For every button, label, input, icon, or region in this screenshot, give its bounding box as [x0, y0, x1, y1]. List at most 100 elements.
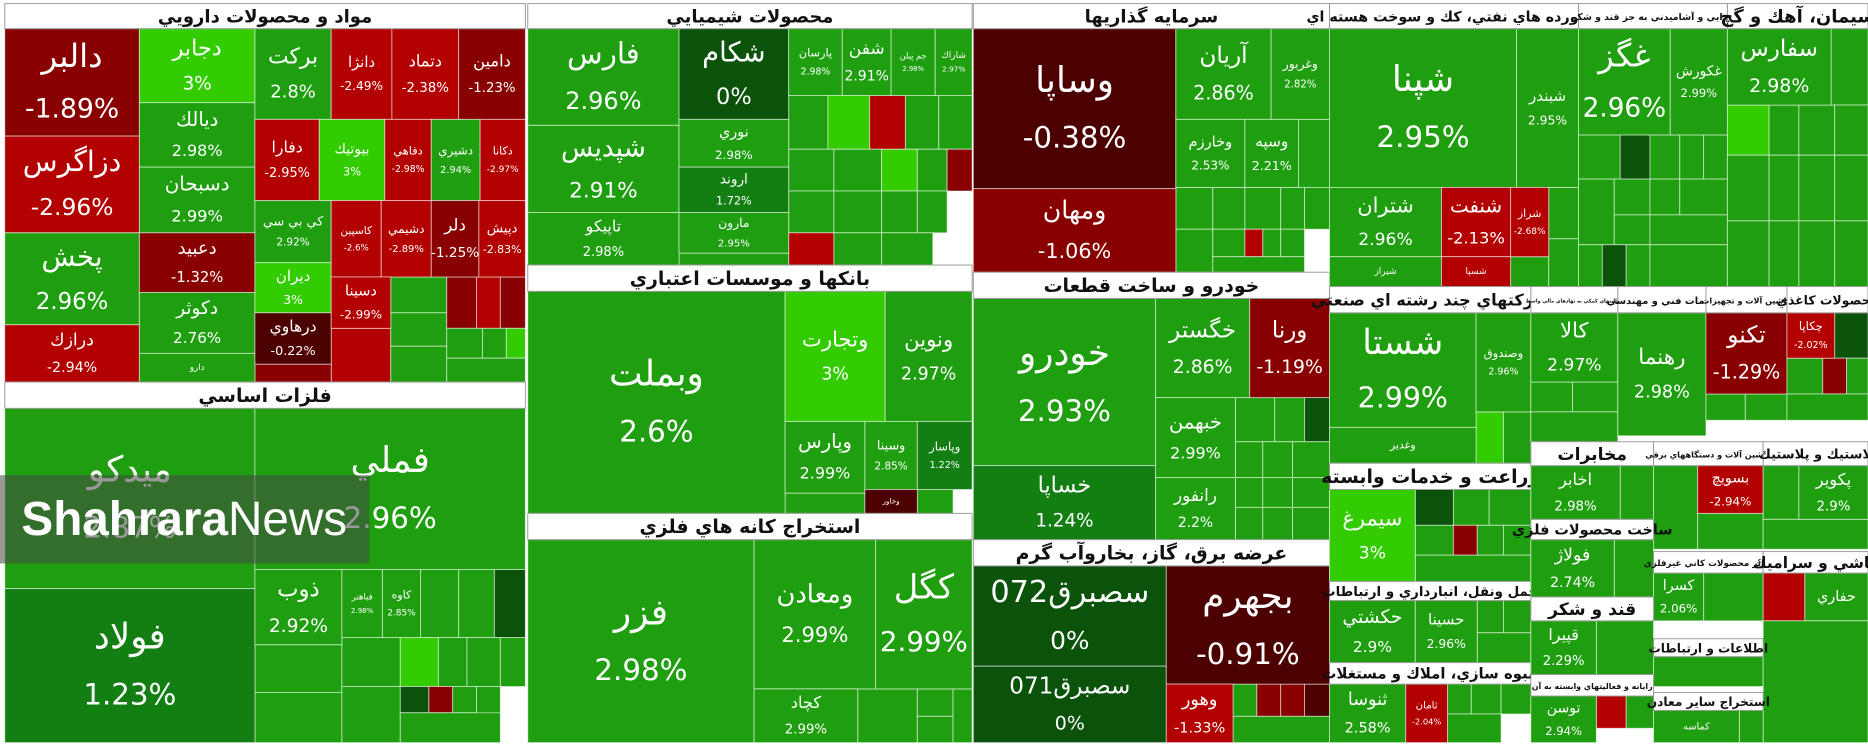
stock-change: 1.23%: [83, 678, 176, 712]
stock-tile: [1762, 465, 1800, 520]
stock-change: 2.86%: [1173, 357, 1233, 378]
stock-change: 2.74%: [1550, 575, 1595, 591]
stock-tile: [318, 118, 386, 202]
stock-tile: [1516, 28, 1579, 188]
stock-tile: [1762, 572, 1806, 622]
stock-tile: [1155, 298, 1251, 399]
sector-header: [1329, 462, 1532, 490]
stock-name: ثنوسا: [1348, 690, 1388, 710]
stock-change: 2.95%: [718, 238, 750, 249]
stock-tile: [1232, 715, 1330, 744]
tiles: دالبر -1.89% دزاگرس -2.96% پخش 2.96% درازك -2.9…: [4, 3, 1868, 744]
stock-name: وساپا: [1035, 60, 1114, 101]
stock-name: مارون: [718, 216, 749, 231]
stock-tile: [890, 28, 936, 96]
stock-change: 2.98%: [1749, 75, 1809, 97]
stock-change: 2.9%: [1353, 638, 1392, 656]
stock-change: -2.94%: [1709, 494, 1751, 508]
stock-change: 2.8%: [270, 82, 316, 103]
stock-name: وپارس: [798, 430, 852, 453]
stock-tile: [1530, 695, 1597, 744]
sector-title: ساير محصولات كاني غيرفلزي: [1644, 559, 1773, 569]
stock-tile: [1649, 178, 1681, 216]
sector-header: [1578, 3, 1728, 30]
stock-tile: [381, 569, 422, 639]
stock-name: كماسه: [1683, 721, 1710, 732]
stock-tile: [1601, 244, 1627, 288]
stock-name: دعبيد: [178, 238, 217, 259]
stock-tile: [788, 28, 843, 96]
stock-name: توسن: [1547, 701, 1581, 717]
stock-change: 2.97%: [942, 65, 965, 74]
stock-name: دسبحان: [165, 173, 230, 196]
stock-tile: [1697, 512, 1764, 550]
stock-tile: [1414, 524, 1454, 556]
stock-tile: [904, 95, 940, 150]
sector-header: [4, 3, 526, 30]
stock-change: -0.38%: [1023, 121, 1127, 155]
stock-tile: [1292, 506, 1330, 541]
stock-tile: [1256, 683, 1282, 717]
stock-tile: [482, 327, 507, 359]
stock-tile: [446, 357, 526, 383]
stock-change: 2.98%: [351, 606, 374, 615]
stock-name: سصبرق071: [1009, 674, 1130, 700]
stock-tile: [399, 712, 501, 744]
stock-tile: [1653, 656, 1764, 687]
stock-tile: [1822, 357, 1848, 395]
stock-tile: [864, 420, 918, 490]
stock-tile: [1705, 312, 1788, 395]
stock-tile: [1280, 228, 1305, 258]
stock-tile: [1726, 104, 1770, 156]
stock-tile: [527, 539, 755, 744]
stock-tile: [753, 539, 877, 690]
stock-tile: [1262, 441, 1294, 479]
stock-name: جم پيلن: [900, 50, 927, 60]
stock-tile: [1613, 214, 1651, 246]
sector-title: محصولات شيميايي: [666, 6, 833, 27]
stock-name: دفاهي: [393, 143, 422, 157]
stock-tile: [1304, 397, 1330, 443]
stock-change: 0%: [1050, 626, 1089, 655]
stock-tile: [1768, 220, 1800, 288]
sector-title: لاستيك و پلاستيك: [1759, 447, 1868, 462]
stock-name: كسرا: [1663, 578, 1695, 594]
stock-change: -1.89%: [25, 94, 119, 125]
stock-tile: [4, 135, 140, 234]
stock-change: -1.29%: [1713, 361, 1780, 384]
stock-tile: [1726, 220, 1770, 288]
stock-tile: [875, 539, 973, 690]
stock-tile: [841, 28, 892, 96]
stock-name: پخش: [42, 240, 103, 273]
sector-header: [1762, 441, 1868, 467]
stock-tile: [1786, 357, 1824, 395]
stock-name: ذوب: [277, 576, 320, 602]
stock-tile: [476, 686, 501, 717]
stock-tile: [390, 345, 448, 383]
stock-tile: [1530, 411, 1619, 443]
stock-tile: [380, 200, 432, 278]
stock-tile: [1834, 154, 1868, 222]
stock-tile: [1212, 186, 1246, 230]
stock-name: سيمرغ: [1342, 507, 1402, 531]
watermark: ShahraraNews: [0, 475, 370, 564]
stock-tile: [1329, 256, 1442, 288]
stock-tile: [788, 232, 835, 266]
stock-tile: [1476, 600, 1504, 634]
stock-tile: [753, 688, 859, 744]
stock-tile: [254, 312, 332, 365]
stock-change: 2.98%: [172, 141, 223, 160]
sector-title: خودرو و ساخت قطعات: [1044, 275, 1260, 297]
stock-tile: [1304, 683, 1330, 717]
stock-name: تكنو: [1726, 321, 1765, 348]
stock-name: وسينا: [877, 438, 905, 453]
stock-name: ديالك: [176, 108, 218, 131]
stock-change: 3%: [821, 364, 849, 384]
stock-change: -1.25%: [431, 245, 479, 261]
stock-tile: [1244, 118, 1300, 188]
sector-title: فعاليتهاي كمكي به نهادهاي مالي واسط: [1526, 298, 1623, 304]
stock-change: -2.38%: [402, 81, 449, 96]
stock-change: 2.94%: [440, 165, 471, 176]
stock-tile: [1798, 104, 1836, 156]
